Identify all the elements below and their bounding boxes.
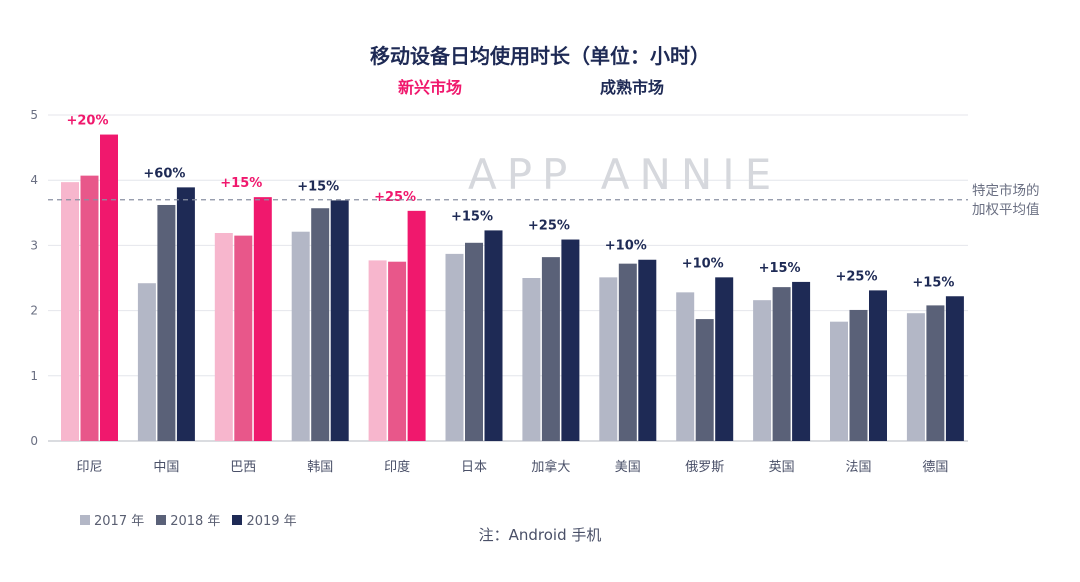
bar-2019-0 (100, 134, 118, 441)
x-tick-label: 英国 (769, 460, 795, 475)
growth-label: +15% (912, 275, 954, 290)
bar-2017-3 (291, 231, 310, 441)
bar-2019-10 (869, 290, 887, 441)
x-tick-label: 韩国 (307, 460, 333, 475)
bar-2017-0 (61, 182, 79, 441)
bar-2017-8 (676, 292, 695, 441)
bar-2019-5 (484, 230, 503, 441)
y-tick-label: 5 (30, 108, 38, 122)
bar-2019-1 (176, 187, 195, 441)
gridlines (48, 114, 968, 442)
bar-2017-7 (599, 277, 618, 441)
reference-line-label-line2: 加权平均值 (972, 202, 1040, 218)
bar-2018-2 (234, 235, 253, 441)
growth-label: +15% (451, 209, 493, 224)
bar-2019-2 (253, 197, 272, 441)
y-tick-label: 4 (30, 173, 38, 187)
bar-2019-11 (945, 296, 964, 441)
x-tick-label: 中国 (153, 460, 179, 475)
footnote: 注：Android 手机 (478, 526, 602, 544)
y-axis-ticks: 0 1 2 3 4 5 (30, 108, 38, 448)
x-tick-label: 印尼 (76, 460, 102, 475)
bars (61, 134, 964, 442)
growth-label: +15% (220, 176, 262, 191)
legend-label-2017: 2017 年 (94, 514, 145, 529)
bar-2019-3 (330, 200, 349, 441)
growth-labels: +20% +60% +15% +15% +25% +15% +25% +10% +10% +15%… (66, 114, 954, 291)
bar-2018-7 (618, 263, 637, 441)
bar-2018-8 (695, 319, 714, 441)
legend-swatch-2017 (80, 514, 90, 525)
growth-label: +15% (759, 261, 801, 276)
bar-2017-2 (214, 233, 233, 441)
growth-label: +25% (835, 269, 877, 284)
growth-label: +25% (528, 219, 570, 234)
growth-label: +10% (605, 239, 647, 254)
y-tick-label: 2 (30, 304, 38, 318)
bar-2019-9 (792, 281, 811, 441)
legend-item-2018: 2018 年 (156, 510, 220, 529)
legend-label-2019: 2019 年 (246, 514, 297, 529)
bar-2018-3 (311, 208, 330, 441)
watermark: APP ANNIE (468, 150, 782, 199)
bar-2019-8 (715, 277, 734, 441)
x-tick-label: 美国 (615, 460, 641, 475)
bar-2018-5 (465, 242, 483, 441)
legend-swatch-2019 (232, 514, 243, 525)
growth-label: +25% (374, 190, 416, 205)
bar-2018-10 (849, 309, 868, 441)
reference-line-label-line1: 特定市场的 (972, 183, 1040, 199)
bar-2017-11 (906, 313, 925, 441)
bar-2017-10 (830, 321, 848, 441)
bar-2018-4 (388, 261, 407, 441)
legend-item-2017: 2017 年 (80, 510, 144, 529)
x-tick-label: 加拿大 (531, 459, 570, 475)
mature-market-label: 成熟市场 (600, 78, 665, 97)
legend-item-2019: 2019 年 (232, 510, 297, 529)
legend-label-2018: 2018 年 (170, 514, 221, 529)
bar-2017-5 (445, 253, 464, 441)
x-tick-label: 法国 (845, 460, 871, 475)
x-tick-label: 俄罗斯 (685, 460, 724, 475)
growth-label: +10% (682, 256, 724, 271)
growth-label: +20% (66, 114, 108, 129)
y-tick-label: 3 (30, 238, 38, 252)
bar-2017-6 (522, 278, 541, 441)
growth-label: +15% (297, 179, 339, 194)
bar-2017-1 (137, 283, 156, 441)
x-tick-label: 巴西 (230, 460, 256, 475)
reference-line-label: 特定市场的 加权平均值 (972, 182, 1040, 220)
bar-2019-4 (407, 210, 426, 441)
bar-2018-1 (157, 204, 176, 441)
x-axis-labels: 印尼 中国 巴西 韩国 印度 日本 加拿大 美国 俄罗斯 英国 法国 德国 (76, 459, 948, 475)
bar-2018-11 (926, 305, 945, 441)
chart-title: 移动设备日均使用时长（单位：小时） (370, 44, 710, 68)
legend: 2017 年 2018 年 2019 年 (80, 510, 297, 529)
x-tick-label: 日本 (461, 460, 487, 475)
bar-2017-9 (753, 300, 772, 441)
bar-2018-9 (772, 287, 791, 441)
legend-swatch-2018 (156, 514, 167, 525)
growth-label: +60% (143, 166, 185, 181)
bar-2018-0 (80, 175, 99, 442)
bar-2018-6 (541, 257, 560, 441)
y-tick-label: 0 (30, 434, 38, 448)
x-tick-label: 德国 (922, 460, 948, 475)
x-tick-label: 印度 (384, 459, 410, 475)
bar-2017-4 (368, 260, 387, 441)
emerging-market-label: 新兴市场 (398, 78, 463, 97)
bar-2019-7 (638, 259, 657, 441)
bar-2019-6 (561, 239, 580, 441)
y-tick-label: 1 (30, 369, 38, 383)
